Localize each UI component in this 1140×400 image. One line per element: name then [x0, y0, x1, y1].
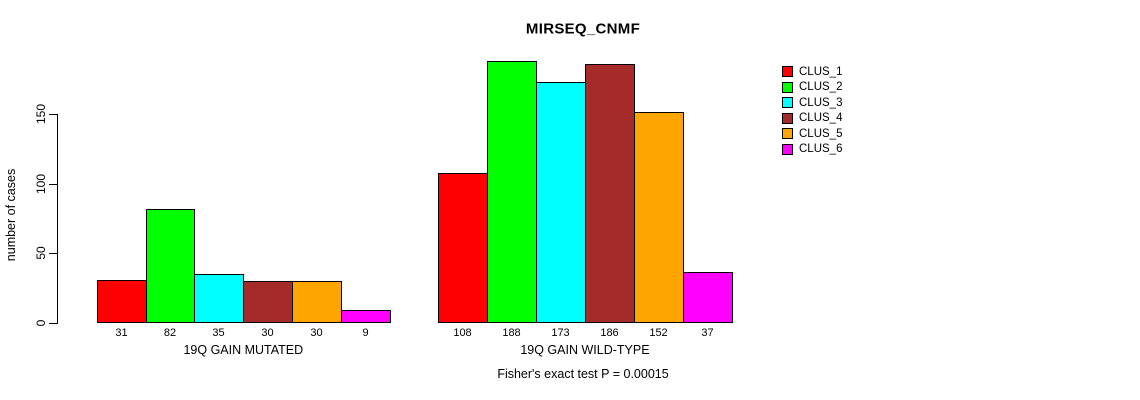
legend-label: CLUS_3: [799, 96, 843, 109]
y-tick-label: 100: [34, 173, 48, 195]
chart-title: MIRSEQ_CNMF: [525, 20, 641, 38]
bar-value-label: 108: [453, 327, 472, 339]
bar-value-label: 35: [212, 327, 225, 339]
legend-label: CLUS_2: [799, 81, 843, 94]
legend-label: CLUS_6: [799, 143, 843, 156]
y-tick-label: 0: [34, 319, 48, 327]
legend-swatch-clus_6: [782, 143, 793, 155]
legend-swatch-clus_1: [782, 66, 793, 78]
bar-clus_4-group2: [585, 64, 635, 323]
y-tick-label: 150: [34, 103, 48, 125]
bar-value-label: 31: [115, 327, 128, 339]
x-group-label: 19Q GAIN MUTATED: [183, 343, 304, 357]
legend-swatch-clus_3: [782, 97, 793, 109]
y-tick-label: 50: [34, 246, 48, 260]
bar-value-label: 30: [261, 327, 274, 339]
bar-value-label: 186: [600, 327, 619, 339]
x-group-label: 19Q GAIN WILD-TYPE: [520, 343, 650, 357]
legend-swatch-clus_5: [782, 128, 793, 140]
y-axis-line: [57, 114, 58, 324]
legend-item: CLUS_2: [782, 80, 842, 96]
legend-label: CLUS_1: [799, 65, 843, 78]
bar-clus_3-group2: [536, 82, 586, 323]
bar-clus_2-group1: [146, 209, 195, 323]
bar-value-label: 188: [502, 327, 521, 339]
legend-item: CLUS_6: [782, 142, 842, 158]
bar-value-label: 152: [649, 327, 668, 339]
bar-clus_1-group2: [438, 173, 488, 323]
bar-value-label: 82: [163, 327, 177, 339]
bar-value-label: 173: [551, 327, 570, 339]
bar-clus_6-group2: [683, 272, 733, 323]
legend-item: CLUS_3: [782, 95, 842, 111]
y-tick: [49, 323, 57, 324]
bar-clus_3-group1: [194, 274, 244, 323]
legend-swatch-clus_2: [782, 81, 793, 93]
legend-item: CLUS_5: [782, 126, 842, 142]
legend-label: CLUS_5: [799, 127, 843, 140]
bar-clus_2-group2: [487, 61, 537, 323]
legend-item: CLUS_4: [782, 111, 842, 127]
legend-item: CLUS_1: [782, 64, 842, 80]
bar-value-label: 37: [701, 327, 714, 339]
bar-clus_5-group2: [634, 112, 684, 323]
legend-swatch-clus_4: [782, 112, 793, 124]
y-tick: [49, 253, 57, 254]
fisher-test-annotation: Fisher's exact test P = 0.00015: [497, 367, 669, 381]
y-tick: [49, 114, 57, 115]
bar-value-label: 9: [362, 327, 369, 339]
bar-clus_5-group1: [292, 281, 342, 323]
y-axis-title: number of cases: [4, 168, 18, 262]
bar-clus_1-group1: [97, 280, 147, 323]
y-tick: [49, 184, 57, 185]
bar-value-label: 30: [310, 327, 323, 339]
bar-clus_4-group1: [243, 281, 293, 323]
legend: CLUS_1 CLUS_2 CLUS_3 CLUS_4 CLUS_5 CLUS_6: [782, 64, 842, 157]
legend-label: CLUS_4: [799, 112, 843, 125]
bar-clus_6-group1: [341, 310, 391, 323]
